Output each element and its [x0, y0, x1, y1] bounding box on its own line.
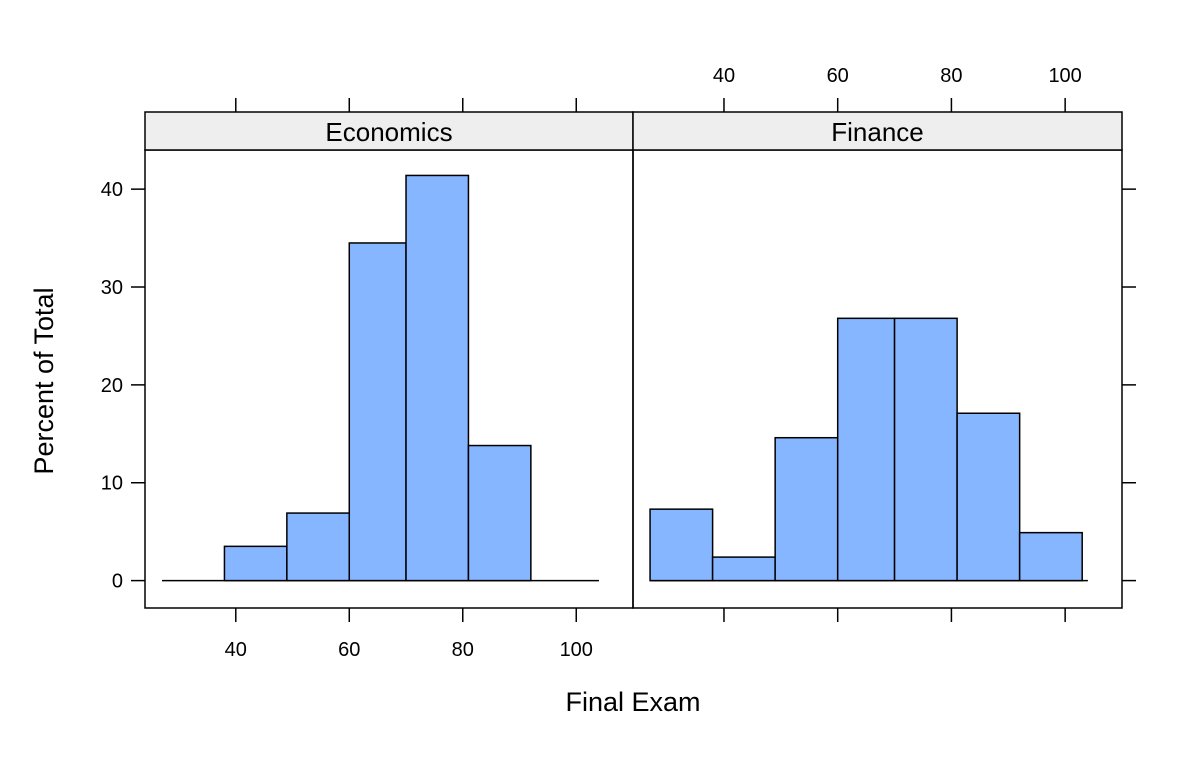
economics-bar-2	[286, 512, 351, 582]
economics-x-tick-label-40: 40	[225, 639, 247, 661]
finance-bar-2	[711, 556, 776, 582]
economics-x-tick-label-60: 60	[338, 639, 360, 661]
finance-x-tick-label-60: 60	[827, 65, 849, 87]
finance-strip-label: Finance	[831, 117, 924, 147]
y-axis-title: Percent of Total	[29, 287, 59, 474]
economics-strip-label: Economics	[325, 117, 452, 147]
x-axis-title: Final Exam	[565, 687, 700, 717]
y-tick-label-30: 30	[101, 277, 123, 299]
economics-x-tick-label-100: 100	[560, 639, 593, 661]
finance-bar-1	[649, 508, 714, 582]
economics-strip	[144, 111, 634, 151]
economics-x-tick-label-80: 80	[452, 639, 474, 661]
finance-strip	[632, 111, 1123, 151]
bars-layer	[162, 174, 1088, 582]
y-tick-label-0: 0	[112, 571, 123, 593]
finance-bar-7	[1018, 531, 1083, 582]
y-tick-label-10: 10	[101, 473, 123, 495]
strips-layer: Economics Finance	[144, 111, 1123, 151]
finance-x-tick-label-80: 80	[940, 65, 962, 87]
y-tick-label-40: 40	[101, 179, 123, 201]
economics-bar-4	[405, 174, 470, 582]
finance-x-tick-label-100: 100	[1048, 65, 1081, 87]
axes-layer: 40 60 80 100 40 60 80 100 0 10 20 30 40	[101, 65, 1136, 661]
finance-bar-6	[956, 412, 1021, 582]
economics-bar-1	[223, 545, 288, 582]
finance-bar-4	[836, 317, 896, 582]
y-tick-label-20: 20	[101, 375, 123, 397]
finance-bar-5	[893, 317, 958, 582]
economics-bar-3	[348, 242, 407, 582]
finance-x-tick-label-40: 40	[713, 65, 735, 87]
finance-bar-3	[774, 436, 839, 582]
economics-bar-5	[467, 444, 532, 582]
